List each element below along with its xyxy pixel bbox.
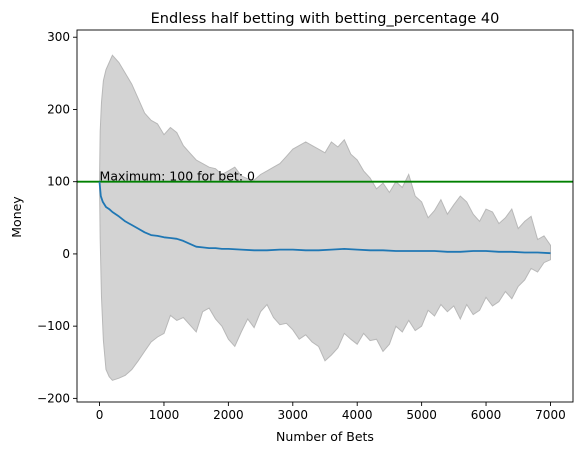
x-tick-label: 5000 [406,408,437,422]
axes-layer [76,29,574,403]
x-tick-label: 4000 [342,408,373,422]
x-tick-label: 2000 [213,408,244,422]
y-axis-label: Money [9,196,24,238]
x-tick-label: 6000 [471,408,502,422]
range-band [98,54,551,381]
y-tick-label: 300 [47,30,70,44]
x-tick-label: 3000 [278,408,309,422]
band-layer [98,54,551,381]
max-annotation: Maximum: 100 for bet: 0 [100,169,255,184]
plot-frame [76,29,574,403]
series-layer [98,181,551,255]
y-tick-label: −100 [37,319,70,333]
chart-title: Endless half betting with betting_percen… [151,11,500,27]
x-tick-label: 7000 [535,408,566,422]
y-tick-label: −200 [37,391,70,405]
x-tick-label: 1000 [149,408,180,422]
y-tick-label: 0 [62,247,70,261]
y-tick-label: 200 [47,102,70,116]
series-line-0 [98,181,551,255]
ticks-layer: 0 1000 2000 3000 4000 5000 6000 7000 −200 −100 0 10… [37,30,566,422]
x-tick-label: 0 [96,408,104,422]
y-tick-label: 100 [47,175,70,189]
x-axis-label: Number of Bets [276,429,374,444]
